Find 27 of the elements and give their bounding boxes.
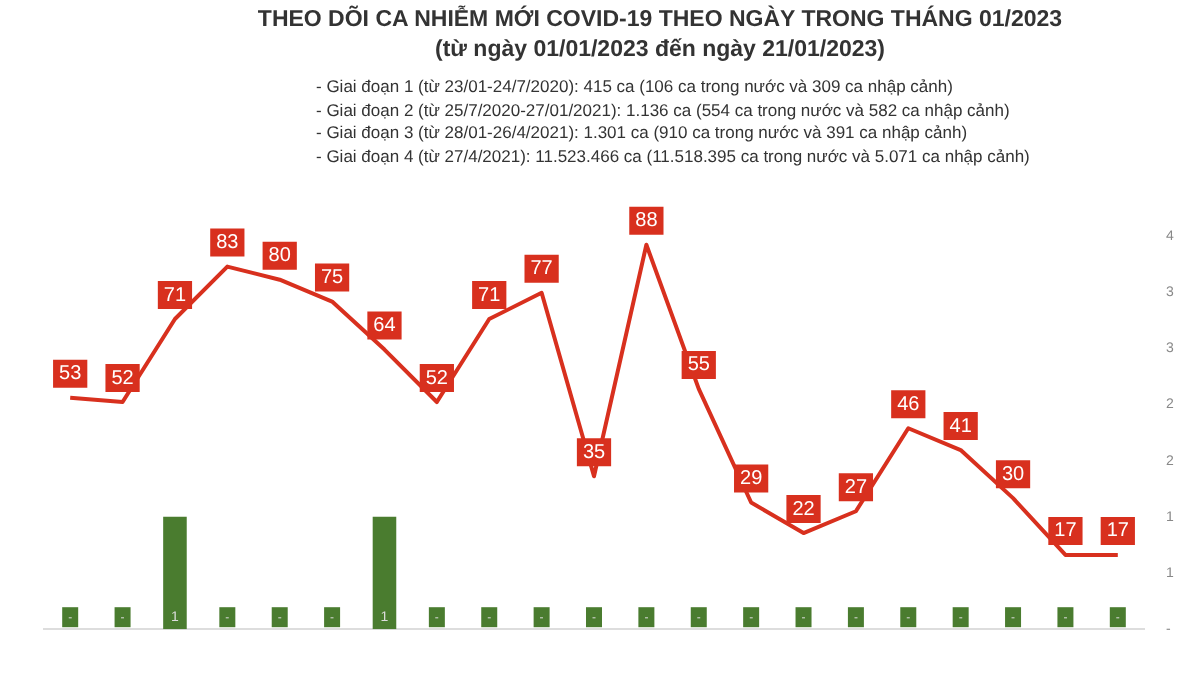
data-label: 75 (320, 267, 345, 290)
data-label: 88 (635, 210, 659, 233)
text: - Giai đoạn 2 (từ 25/7/2020-27/01/2021): 1.136 ca (554 ca trong nước và 582 ca nhập cảnh) (316, 99, 1012, 122)
data-label: 17 (1106, 520, 1130, 543)
data-label: 71 (163, 284, 187, 307)
data-label: 35 (582, 441, 606, 464)
data-label: 52 (425, 367, 449, 390)
data-label: 80 (268, 245, 292, 268)
chart-subtitle: (từ ngày 01/01/2023 đến ngày 21/01/2023) (432, 36, 888, 66)
data-label: 22 (792, 498, 816, 521)
data-label: 17 (1054, 520, 1078, 543)
data-label: 77 (530, 258, 554, 281)
data-label: 64 (373, 315, 397, 338)
data-label: 29 (740, 468, 764, 490)
data-label: 27 (844, 476, 868, 499)
data-label: 41 (949, 415, 973, 438)
text: - Giai đoạn 4 (từ 27/4/2021): 11.523.466 ca (11.518.395 ca trong nước và 5.071 ca nhập cảnh) (316, 145, 1030, 168)
data-label: 52 (111, 367, 135, 390)
data-label: 55 (687, 354, 711, 377)
chart-title: THEO DÕI CA NHIỄM MỚI COVID-19 THEO NGÀY TRONG THÁNG 01/2023 (255, 6, 1065, 36)
text: - Giai đoạn 3 (từ 28/01-26/4/2021): 1.301 ca (910 ca trong nước và 391 ca nhập cảnh) (316, 122, 970, 145)
data-label: 71 (478, 284, 502, 307)
data-label: 83 (216, 232, 240, 255)
data-label: 46 (897, 393, 921, 416)
data-label: 30 (1001, 463, 1026, 486)
data-label: 53 (59, 363, 83, 386)
text: - Giai đoạn 1 (từ 23/01-24/7/2020): 415 ca (106 ca trong nước và 309 ca nhập cảnh) (316, 76, 955, 99)
